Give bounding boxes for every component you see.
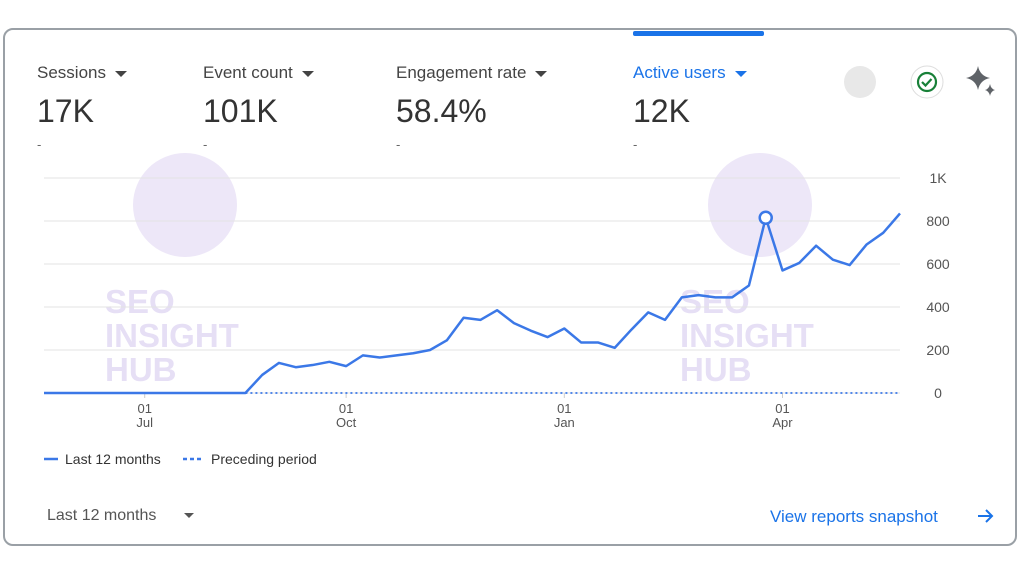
metric-label[interactable]: Active users: [633, 63, 748, 83]
series-line: [44, 212, 901, 395]
legend-label: Last 12 months: [65, 451, 161, 467]
legend-label: Preceding period: [211, 451, 317, 467]
y-tick-label: 400: [926, 299, 950, 315]
dropdown-arrow: [301, 70, 314, 77]
y-tick-label: 800: [926, 213, 950, 229]
metric-value: 17K: [37, 93, 94, 129]
y-tick-label: 1K: [929, 170, 947, 186]
watermark-text: HUB: [105, 351, 177, 388]
check-icon: [916, 71, 938, 93]
active-tab-indicator: [633, 31, 764, 36]
dropdown-arrow: [301, 70, 314, 77]
ai-icon[interactable]: [966, 66, 995, 96]
x-tick-label: 01 Oct: [335, 401, 357, 430]
highlight-point: [758, 210, 773, 226]
watermark-text: HUB: [680, 351, 752, 388]
metric-label[interactable]: Sessions: [37, 63, 128, 83]
dropdown-arrow: [734, 70, 747, 77]
dropdown-arrow: [184, 513, 194, 518]
watermark-text: SEO: [105, 283, 175, 320]
dropdown-arrow: [535, 70, 548, 77]
metric-change: -: [633, 137, 638, 152]
metric-change: -: [37, 137, 42, 152]
y-tick-label: 0: [934, 385, 942, 401]
watermark-text: INSIGHT: [105, 317, 239, 354]
watermark-logo: [708, 153, 812, 257]
link-arrow: [978, 509, 994, 523]
y-tick-label: 600: [926, 256, 950, 272]
metric-change: -: [203, 137, 208, 152]
badge-icon[interactable]: [844, 66, 876, 98]
x-tick-label: 01 Jul: [136, 401, 154, 430]
dropdown-arrow: [114, 70, 127, 77]
watermark-text: SEO: [680, 283, 750, 320]
dropdown-arrow: [114, 70, 127, 77]
card: [3, 28, 1017, 546]
dropdown-arrow: [535, 70, 548, 77]
date-range-select[interactable]: Last 12 months: [47, 507, 156, 524]
metric-label[interactable]: Engagement rate: [396, 63, 548, 83]
check-icon[interactable]: [910, 65, 944, 99]
watermark-logo: [133, 153, 237, 257]
y-tick-label: 200: [926, 342, 950, 358]
watermark-text: INSIGHT: [680, 317, 814, 354]
metric-label[interactable]: Event count: [203, 63, 315, 83]
x-tick-label: 01 Apr: [772, 401, 793, 430]
check-icon: [921, 78, 933, 88]
metric-value: 101K: [203, 93, 278, 129]
view-reports-link[interactable]: View reports snapshot: [770, 507, 938, 526]
metric-change: -: [396, 137, 401, 152]
dropdown-arrow: [734, 70, 747, 77]
metric-value: 12K: [633, 93, 690, 129]
metric-value: 58.4%: [396, 93, 487, 129]
x-tick-label: 01 Jan: [553, 401, 575, 430]
